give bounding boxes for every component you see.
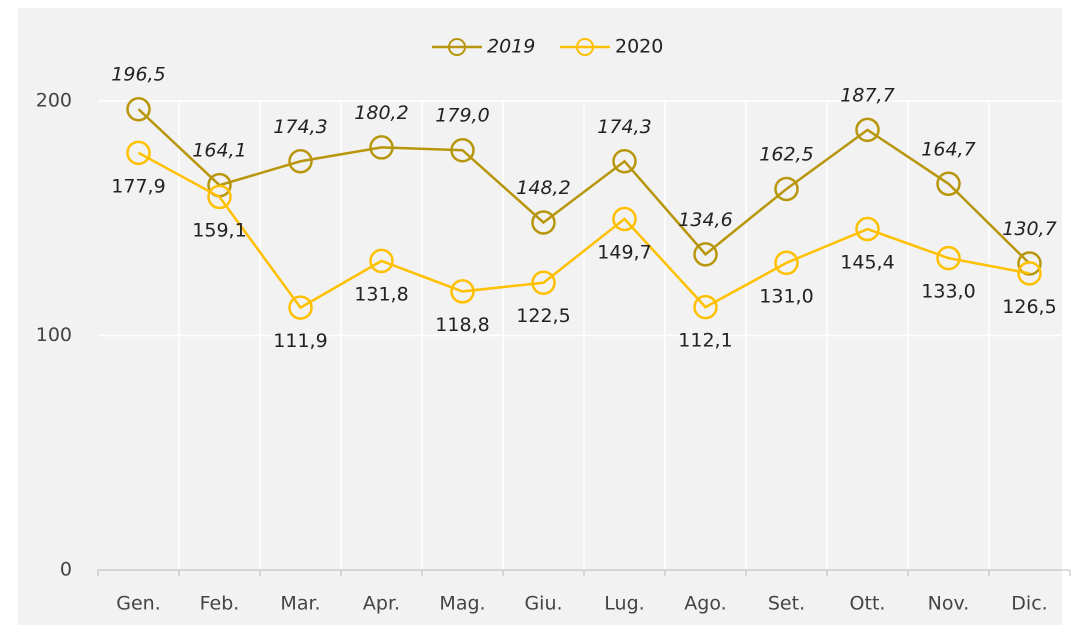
data-label: 164,1 xyxy=(192,140,246,162)
data-point xyxy=(612,206,637,232)
data-label: 133,0 xyxy=(921,281,975,303)
data-point xyxy=(1017,251,1042,276)
legend-label: 2019 xyxy=(487,36,535,58)
data-label: 180,2 xyxy=(354,102,408,124)
data-point xyxy=(207,184,232,210)
data-label: 122,5 xyxy=(516,305,570,327)
data-point xyxy=(855,216,880,242)
x-tick-label: Feb. xyxy=(200,593,240,615)
legend-marker xyxy=(448,38,466,56)
series-line xyxy=(137,151,1030,310)
data-label: 164,7 xyxy=(921,138,975,160)
data-point xyxy=(369,135,394,160)
data-point xyxy=(1017,261,1042,286)
data-label: 126,5 xyxy=(1002,296,1056,318)
x-tick-label: Set. xyxy=(768,593,805,615)
data-point xyxy=(450,279,475,304)
y-tick-label: 0 xyxy=(60,559,72,581)
y-tick-label: 200 xyxy=(36,90,72,112)
x-tick-label: Ott. xyxy=(850,593,886,615)
x-tick-label: Apr. xyxy=(363,593,400,615)
legend-label: 2020 xyxy=(615,36,663,58)
data-label: 174,3 xyxy=(597,116,651,138)
data-point xyxy=(774,250,799,276)
data-label: 112,1 xyxy=(678,330,732,352)
data-label: 145,4 xyxy=(840,252,894,274)
data-point xyxy=(288,295,313,320)
x-tick-label: Gen. xyxy=(116,593,161,615)
x-tick-label: Lug. xyxy=(604,593,644,615)
data-label: 111,9 xyxy=(273,330,327,352)
data-point xyxy=(936,171,961,197)
data-point xyxy=(855,117,880,143)
data-label: 196,5 xyxy=(111,64,165,86)
data-point xyxy=(126,96,151,122)
legend-marker xyxy=(576,38,594,56)
x-tick-label: Dic. xyxy=(1011,593,1047,615)
series-line xyxy=(137,108,1031,265)
data-label: 130,7 xyxy=(1002,218,1056,240)
data-label: 148,2 xyxy=(516,177,570,199)
data-label: 162,5 xyxy=(759,143,813,165)
x-tick-label: Mar. xyxy=(280,593,320,615)
data-point xyxy=(936,245,961,271)
data-label: 149,7 xyxy=(597,241,651,263)
data-label: 174,3 xyxy=(273,116,327,138)
data-label: 187,7 xyxy=(840,84,894,106)
data-label: 134,6 xyxy=(678,209,732,231)
data-point xyxy=(693,242,718,267)
data-label: 179,0 xyxy=(435,105,489,127)
data-point xyxy=(369,248,394,274)
data-point xyxy=(531,270,556,295)
x-tick-label: Mag. xyxy=(439,593,485,615)
data-label: 159,1 xyxy=(192,219,246,241)
data-point xyxy=(531,210,556,235)
data-label: 177,9 xyxy=(111,175,165,197)
data-label: 118,8 xyxy=(435,314,489,336)
x-tick-label: Giu. xyxy=(524,593,562,615)
x-tick-label: Ago. xyxy=(684,593,726,615)
data-label: 131,0 xyxy=(759,285,813,307)
data-label: 131,8 xyxy=(354,283,408,305)
chart-background xyxy=(18,8,1062,625)
y-tick-label: 100 xyxy=(36,324,72,346)
data-point xyxy=(774,176,799,202)
data-point xyxy=(693,294,718,320)
data-point xyxy=(612,149,637,174)
x-tick-label: Nov. xyxy=(928,593,970,615)
data-point xyxy=(288,149,313,174)
data-point xyxy=(450,137,475,163)
data-point xyxy=(126,140,151,166)
